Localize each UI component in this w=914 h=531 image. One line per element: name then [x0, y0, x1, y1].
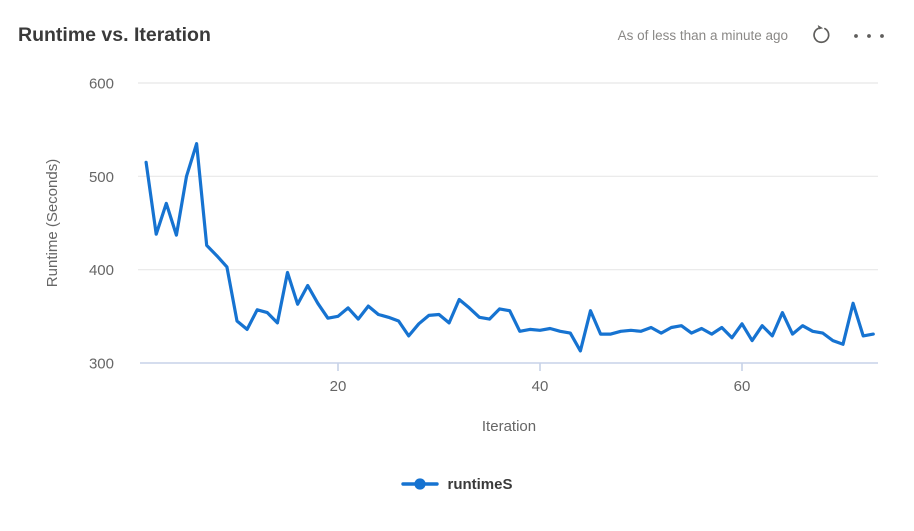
y-tick-label: 300 — [89, 356, 114, 373]
x-axis-title: Iteration — [482, 418, 536, 435]
page-title: Runtime vs. Iteration — [18, 23, 211, 46]
series-line-runtimeS — [144, 142, 875, 353]
chart-header: Runtime vs. Iteration As of less than a … — [0, 0, 914, 54]
y-tick-label: 500 — [89, 169, 114, 186]
ellipsis-icon — [852, 25, 886, 45]
legend-item-runtimeS[interactable]: runtimeS — [401, 473, 513, 495]
chart-legend: runtimeS — [0, 471, 914, 497]
legend-series-label: runtimeS — [447, 475, 513, 493]
as-of-timestamp: As of less than a minute ago — [617, 27, 788, 43]
y-axis-title: Runtime (Seconds) — [44, 159, 61, 287]
x-tick-label: 20 — [330, 378, 347, 395]
legend-series-marker-icon — [401, 473, 440, 495]
y-tick-label: 600 — [89, 76, 114, 93]
more-options-button[interactable] — [850, 23, 888, 47]
y-tick-label: 400 — [89, 262, 114, 279]
refresh-button[interactable] — [808, 22, 834, 48]
refresh-icon — [810, 24, 832, 46]
x-tick-label: 60 — [734, 378, 751, 395]
x-tick-label: 40 — [532, 378, 549, 395]
